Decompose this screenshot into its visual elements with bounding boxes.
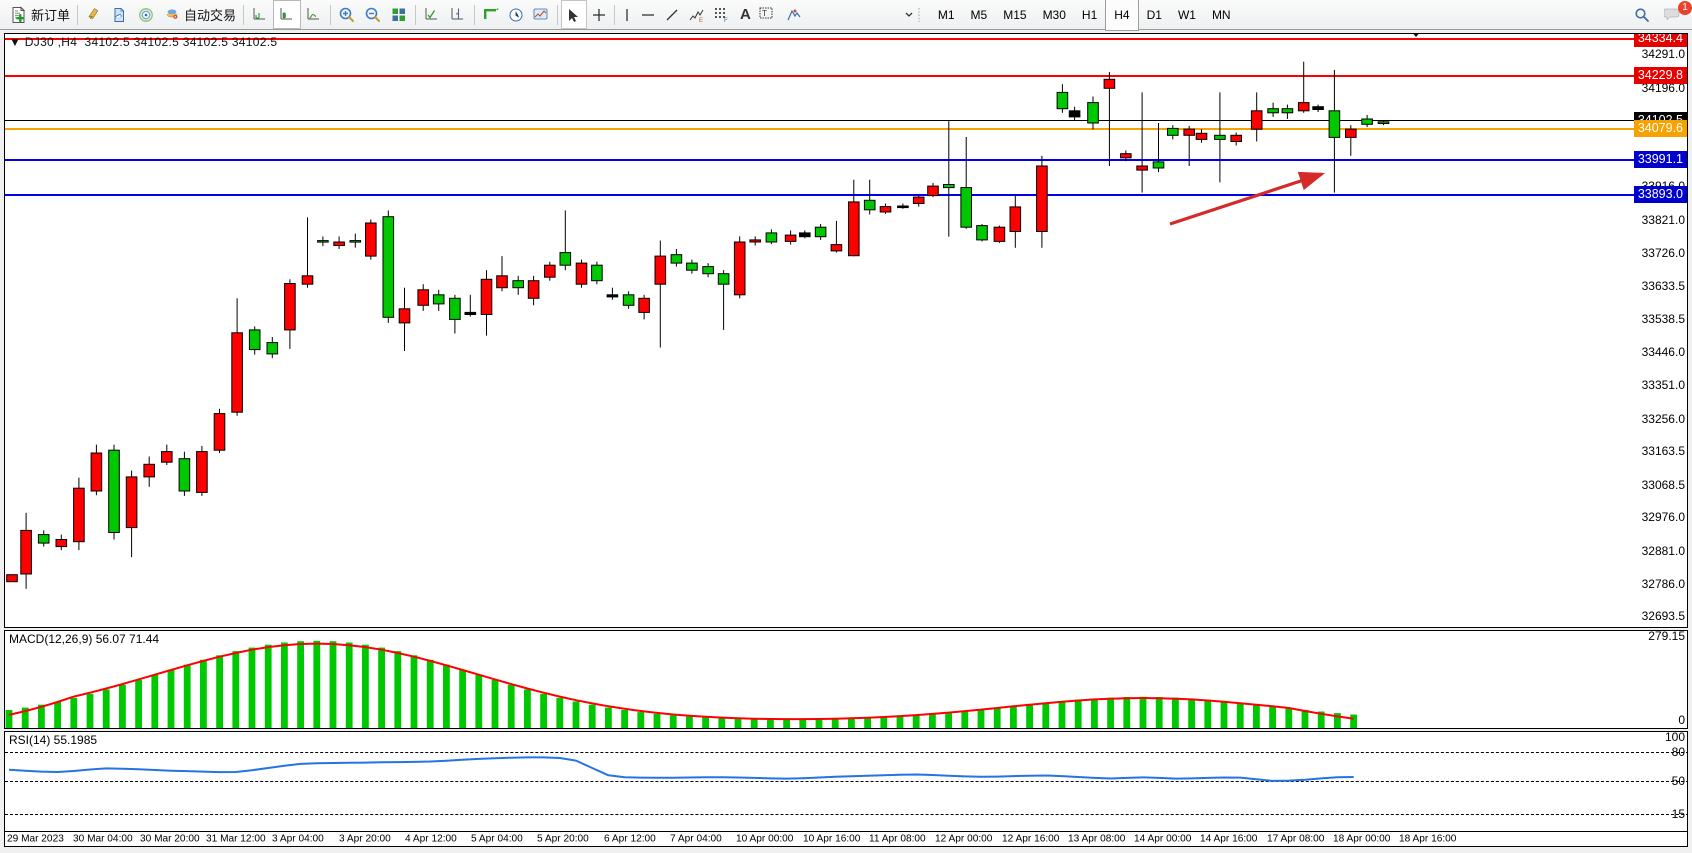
svg-text:T: T [762, 9, 767, 18]
svg-text:F: F [724, 18, 728, 23]
svg-text:E: E [699, 18, 703, 23]
